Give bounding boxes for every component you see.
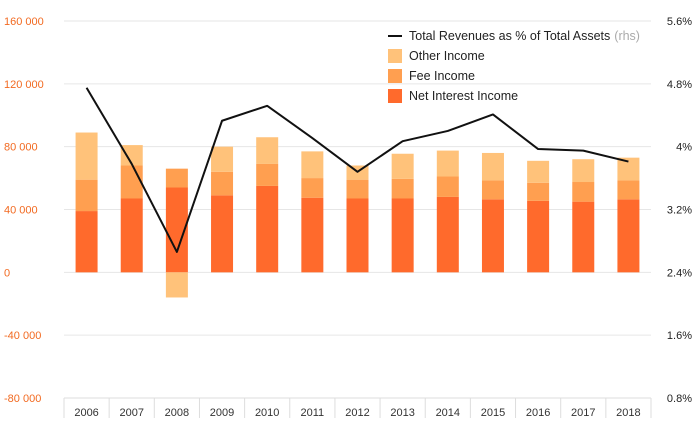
legend-label-line: Total Revenues as % of Total Assets (rhs) xyxy=(409,29,640,43)
y-left-tick-label: 160 000 xyxy=(4,16,44,28)
x-tick-label: 2010 xyxy=(255,407,279,419)
bar-segment xyxy=(75,211,98,273)
y-right-tick-label: 5.6% xyxy=(667,16,692,28)
x-tick-label: 2006 xyxy=(74,407,98,419)
bar-segment xyxy=(256,137,279,164)
legend-label: Fee Income xyxy=(409,69,475,83)
x-tick-label: 2007 xyxy=(119,407,143,419)
x-tick-label: 2015 xyxy=(481,407,505,419)
bar-segment xyxy=(481,199,504,273)
legend-line-suffix: (rhs) xyxy=(614,29,640,43)
x-tick-label: 2017 xyxy=(571,407,595,419)
bar-segment xyxy=(120,165,143,199)
bar-segment xyxy=(481,152,504,181)
y-right-tick-label: 0.8% xyxy=(667,393,692,405)
bar-segment xyxy=(301,197,324,273)
x-tick-label: 2008 xyxy=(165,407,189,419)
x-tick-label: 2014 xyxy=(436,407,460,419)
bar-segment xyxy=(527,182,550,201)
bar-segment xyxy=(391,153,414,179)
x-tick-label: 2011 xyxy=(301,407,325,419)
bar-segment xyxy=(165,187,188,273)
bar-segment xyxy=(75,179,98,212)
legend-label: Other Income xyxy=(409,49,485,63)
bar-segment xyxy=(120,145,143,166)
y-left-tick-label: -80 000 xyxy=(4,393,41,405)
legend-swatch xyxy=(388,89,402,103)
bar-segment xyxy=(436,150,459,177)
x-tick-label: 2016 xyxy=(526,407,550,419)
y-right-tick-label: 3.2% xyxy=(667,205,692,217)
y-left-tick-label: 80 000 xyxy=(4,142,38,154)
bar-segment xyxy=(211,146,234,172)
bar-segment xyxy=(346,198,369,273)
bar-segment xyxy=(165,168,188,188)
y-right-tick-label: 1.6% xyxy=(667,330,692,342)
x-tick-label: 2013 xyxy=(390,407,414,419)
x-tick-label: 2012 xyxy=(345,407,369,419)
bar-segment xyxy=(75,132,98,180)
bar-segment xyxy=(256,185,279,273)
bar-segment xyxy=(527,200,550,273)
bar-segment xyxy=(436,176,459,197)
y-left-tick-label: -40 000 xyxy=(4,330,41,342)
bar-segment xyxy=(256,163,279,186)
bar-segment xyxy=(527,160,550,183)
y-left-tick-label: 0 xyxy=(4,267,10,279)
bar-segment xyxy=(301,178,324,198)
bar-segment xyxy=(301,151,324,179)
x-tick-label: 2018 xyxy=(616,407,640,419)
bar-segment xyxy=(391,198,414,273)
bar-segment xyxy=(572,201,595,273)
legend-swatch xyxy=(388,49,402,63)
legend: Total Revenues as % of Total Assets (rhs)… xyxy=(388,29,640,103)
axes: -80 000 -40 000 0 40 000 80 000 120 000 160 00… xyxy=(4,16,692,419)
bar-segment xyxy=(617,180,640,200)
legend-line-name: Total Revenues as % of Total Assets xyxy=(409,29,610,43)
legend-label: Net Interest Income xyxy=(409,89,518,103)
bar-segment xyxy=(481,180,504,200)
y-right-tick-label: 4.8% xyxy=(667,79,692,91)
bar-segment xyxy=(120,198,143,273)
bar-series xyxy=(75,132,640,298)
bar-segment xyxy=(211,195,234,273)
bar-segment xyxy=(617,157,640,181)
y-right-tick-label: 4% xyxy=(676,142,692,154)
legend-swatch xyxy=(388,69,402,83)
y-left-tick-label: 40 000 xyxy=(4,205,38,217)
bar-segment xyxy=(572,159,595,183)
bar-segment xyxy=(391,178,414,199)
bar-segment xyxy=(165,272,188,298)
line-series xyxy=(85,87,629,253)
bar-segment xyxy=(211,171,234,196)
bar-segment xyxy=(572,182,595,202)
x-tick-label: 2009 xyxy=(210,407,234,419)
y-right-tick-label: 2.4% xyxy=(667,267,692,279)
bar-segment xyxy=(436,196,459,273)
bar-segment xyxy=(346,179,369,199)
bar-segment xyxy=(617,199,640,273)
y-left-tick-label: 120 000 xyxy=(4,79,44,91)
